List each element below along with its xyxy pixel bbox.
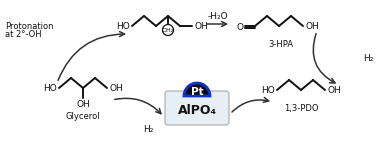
Text: Pt: Pt bbox=[191, 87, 203, 97]
FancyArrowPatch shape bbox=[207, 21, 226, 27]
Text: Protonation: Protonation bbox=[5, 22, 54, 31]
Text: OH: OH bbox=[327, 85, 341, 94]
Text: 1,3-PDO: 1,3-PDO bbox=[284, 104, 318, 113]
Text: OH: OH bbox=[76, 100, 90, 109]
Text: AlPO₄: AlPO₄ bbox=[178, 105, 217, 117]
Text: OH: OH bbox=[109, 83, 123, 92]
Text: HO: HO bbox=[116, 21, 130, 31]
Text: at 2°-OH: at 2°-OH bbox=[5, 30, 42, 39]
Text: O: O bbox=[236, 22, 243, 32]
Text: 3-HPA: 3-HPA bbox=[268, 40, 294, 49]
Text: OH: OH bbox=[194, 21, 208, 31]
Text: H₂: H₂ bbox=[363, 54, 373, 62]
Text: HO: HO bbox=[261, 85, 275, 94]
FancyArrowPatch shape bbox=[232, 97, 269, 112]
Text: OH₂: OH₂ bbox=[162, 28, 174, 33]
Text: OH: OH bbox=[305, 21, 319, 31]
Text: H₂: H₂ bbox=[143, 126, 153, 134]
FancyArrowPatch shape bbox=[313, 34, 335, 83]
FancyArrowPatch shape bbox=[115, 98, 161, 114]
Wedge shape bbox=[184, 83, 210, 96]
Text: -H₂O: -H₂O bbox=[207, 12, 228, 20]
FancyBboxPatch shape bbox=[165, 91, 229, 125]
Text: Glycerol: Glycerol bbox=[66, 112, 100, 121]
Text: HO: HO bbox=[43, 83, 57, 92]
FancyArrowPatch shape bbox=[58, 32, 124, 80]
